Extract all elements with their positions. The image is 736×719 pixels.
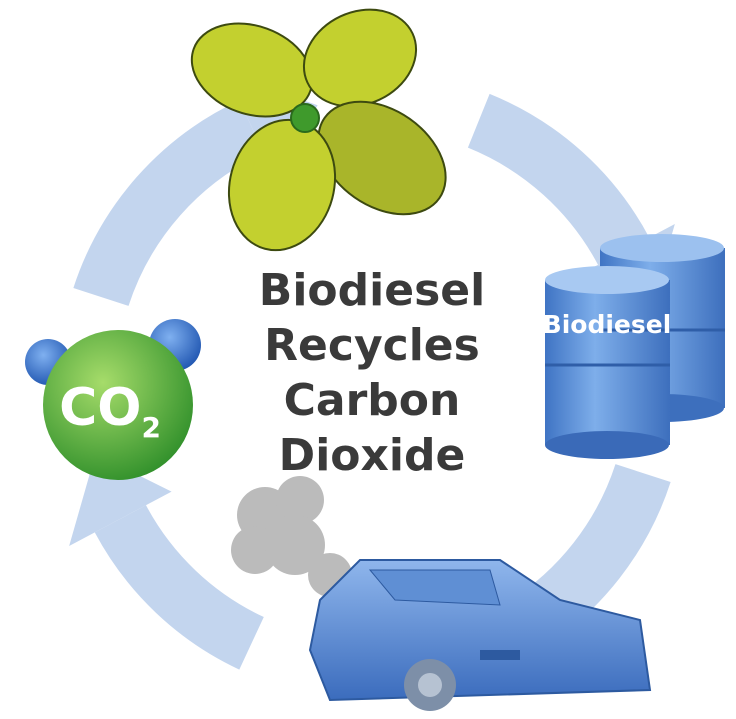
title-line: Carbon [284,375,461,426]
co2-molecule: CO2 [25,319,201,480]
cycle-arrow [101,127,252,297]
page: Biodiesel CO2 Biodiesel Recycles Carbon … [0,0,736,719]
title-line: Dioxide [279,430,466,481]
co2-subscript: 2 [141,411,160,444]
diagram: Biodiesel CO2 Biodiesel Recycles Carbon … [0,0,736,719]
cycle-arrow [120,519,251,643]
exhaust-smoke [231,476,352,597]
cycle-arrow [479,121,624,251]
barrels: Biodiesel [543,234,725,459]
barrel-label: Biodiesel [543,310,672,339]
title-line: Recycles [264,320,480,371]
title-line: Biodiesel [259,265,485,316]
co2-text: CO [59,378,141,438]
